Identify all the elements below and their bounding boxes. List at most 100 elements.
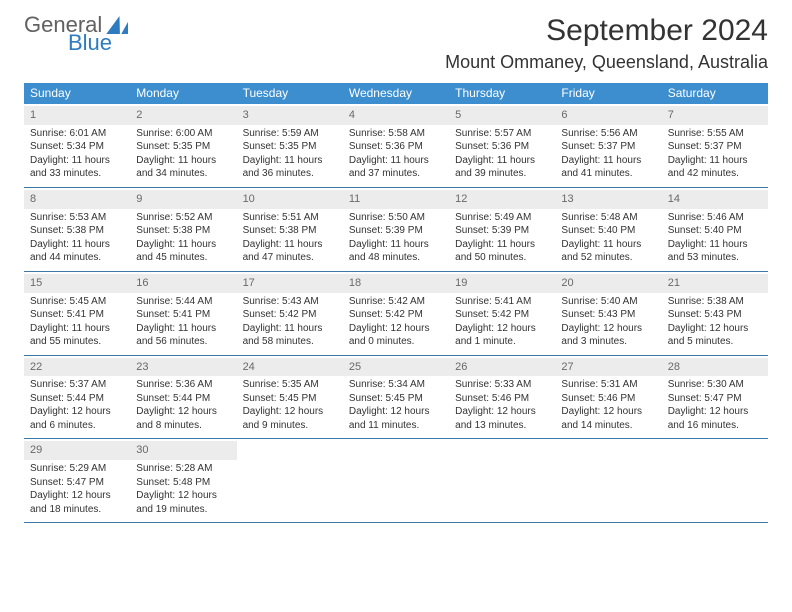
weekday-header: Wednesday [343, 83, 449, 104]
sunrise-text: Sunrise: 5:48 AM [561, 211, 655, 225]
sunset-text: Sunset: 5:37 PM [561, 140, 655, 154]
calendar-day-cell: 9Sunrise: 5:52 AMSunset: 5:38 PMDaylight… [130, 188, 236, 271]
weekday-header-row: Sunday Monday Tuesday Wednesday Thursday… [24, 83, 768, 104]
daylight-text: Daylight: 11 hours [243, 238, 337, 252]
daylight-text: and 8 minutes. [136, 419, 230, 433]
daylight-text: Daylight: 11 hours [30, 322, 124, 336]
daylight-text: and 56 minutes. [136, 335, 230, 349]
calendar-week: 8Sunrise: 5:53 AMSunset: 5:38 PMDaylight… [24, 188, 768, 272]
calendar-day-cell: 16Sunrise: 5:44 AMSunset: 5:41 PMDayligh… [130, 272, 236, 355]
daylight-text: Daylight: 11 hours [561, 154, 655, 168]
daylight-text: Daylight: 11 hours [136, 154, 230, 168]
day-number: 17 [237, 274, 343, 293]
sunset-text: Sunset: 5:44 PM [136, 392, 230, 406]
daylight-text: Daylight: 12 hours [561, 322, 655, 336]
calendar-day-cell: 13Sunrise: 5:48 AMSunset: 5:40 PMDayligh… [555, 188, 661, 271]
day-number: 9 [130, 190, 236, 209]
daylight-text: and 14 minutes. [561, 419, 655, 433]
calendar-week: 1Sunrise: 6:01 AMSunset: 5:34 PMDaylight… [24, 104, 768, 188]
daylight-text: and 52 minutes. [561, 251, 655, 265]
sunset-text: Sunset: 5:38 PM [30, 224, 124, 238]
day-number: 23 [130, 358, 236, 377]
calendar-week: 22Sunrise: 5:37 AM Sunset: 5:44 PM Dayligh… [24, 356, 768, 440]
daylight-text: and 53 minutes. [668, 251, 762, 265]
calendar-day-cell: 21Sunrise: 5:38 AMSunset: 5:43 PMDayligh… [662, 272, 768, 355]
daylight-text: and 6 minutes. [30, 419, 124, 433]
sunrise-text: Sunrise: 5:51 AM [243, 211, 337, 225]
day-number: 12 [449, 190, 555, 209]
sunrise-text: Sunrise: 5:59 AM [243, 127, 337, 141]
sunset-text: Sunset: 5:39 PM [455, 224, 549, 238]
sunrise-text: Sunrise: 5:41 AM [455, 295, 549, 309]
day-number: 22 [24, 358, 130, 377]
day-number: 20 [555, 274, 661, 293]
sunrise-text: Sunrise: 5:37 AM [30, 378, 124, 392]
sunset-text: Sunset: 5:38 PM [243, 224, 337, 238]
sunrise-text: Sunrise: 5:33 AM [455, 378, 549, 392]
sunset-text: Sunset: 5:48 PM [136, 476, 230, 490]
sunset-text: Sunset: 5:36 PM [455, 140, 549, 154]
calendar-day-cell: 14Sunrise: 5:46 AMSunset: 5:40 PMDayligh… [662, 188, 768, 271]
calendar-day-cell: 6Sunrise: 5:56 AMSunset: 5:37 PMDaylight… [555, 104, 661, 187]
daylight-text: Daylight: 12 hours [30, 405, 124, 419]
day-number: 25 [343, 358, 449, 377]
daylight-text: Daylight: 11 hours [349, 238, 443, 252]
calendar-day-cell: 29Sunrise: 5:29 AMSunset: 5:47 PMDayligh… [24, 439, 130, 522]
day-number: 16 [130, 274, 236, 293]
sunset-text: Sunset: 5:41 PM [136, 308, 230, 322]
sunrise-text: Sunrise: 5:40 AM [561, 295, 655, 309]
sunrise-text: Sunrise: 5:38 AM [668, 295, 762, 309]
day-number: 26 [449, 358, 555, 377]
day-number: 29 [24, 441, 130, 460]
calendar-day-cell: 23Sunrise: 5:36 AMSunset: 5:44 PMDayligh… [130, 356, 236, 439]
daylight-text: Daylight: 11 hours [455, 238, 549, 252]
sunset-text: Sunset: 5:35 PM [136, 140, 230, 154]
day-number: 11 [343, 190, 449, 209]
daylight-text: and 42 minutes. [668, 167, 762, 181]
daylight-text: Daylight: 11 hours [349, 154, 443, 168]
calendar-day-cell: 22Sunrise: 5:37 AMSunset: 5:44 PMDayligh… [24, 356, 130, 439]
sunrise-text: Sunrise: 5:28 AM [136, 462, 230, 476]
daylight-text: Daylight: 12 hours [243, 405, 337, 419]
day-number: 28 [662, 358, 768, 377]
page-title: September 2024 [445, 14, 768, 48]
daylight-text: and 5 minutes. [668, 335, 762, 349]
daylight-text: Daylight: 12 hours [668, 322, 762, 336]
daylight-text: and 47 minutes. [243, 251, 337, 265]
weekday-header: Sunday [24, 83, 130, 104]
calendar-day-cell: 12Sunrise: 5:49 AMSunset: 5:39 PMDayligh… [449, 188, 555, 271]
day-number: 18 [343, 274, 449, 293]
calendar-day-cell: 8Sunrise: 5:53 AMSunset: 5:38 PMDaylight… [24, 188, 130, 271]
sunset-text: Sunset: 5:36 PM [349, 140, 443, 154]
calendar-day-cell: 27Sunrise: 5:31 AMSunset: 5:46 PMDayligh… [555, 356, 661, 439]
calendar-day-cell: 24Sunrise: 5:35 AMSunset: 5:45 PMDayligh… [237, 356, 343, 439]
calendar-day-cell: 10Sunrise: 5:51 AMSunset: 5:38 PMDayligh… [237, 188, 343, 271]
daylight-text: Daylight: 11 hours [668, 238, 762, 252]
daylight-text: and 55 minutes. [30, 335, 124, 349]
daylight-text: Daylight: 11 hours [136, 238, 230, 252]
sail-icon [106, 16, 128, 34]
daylight-text: and 13 minutes. [455, 419, 549, 433]
sunset-text: Sunset: 5:46 PM [455, 392, 549, 406]
weekday-header: Friday [555, 83, 661, 104]
sunrise-text: Sunrise: 5:35 AM [243, 378, 337, 392]
sunrise-text: Sunrise: 5:42 AM [349, 295, 443, 309]
calendar-day-cell: 5Sunrise: 5:57 AMSunset: 5:36 PMDaylight… [449, 104, 555, 187]
sunset-text: Sunset: 5:45 PM [243, 392, 337, 406]
sunset-text: Sunset: 5:45 PM [349, 392, 443, 406]
sunrise-text: Sunrise: 5:30 AM [668, 378, 762, 392]
daylight-text: and 3 minutes. [561, 335, 655, 349]
sunset-text: Sunset: 5:43 PM [668, 308, 762, 322]
topbar: General Blue September 2024 Mount Ommane… [24, 14, 768, 73]
daylight-text: Daylight: 11 hours [243, 322, 337, 336]
calendar-day-cell: 19Sunrise: 5:41 AMSunset: 5:42 PMDayligh… [449, 272, 555, 355]
logo: General Blue [24, 14, 128, 54]
sunset-text: Sunset: 5:41 PM [30, 308, 124, 322]
daylight-text: and 19 minutes. [136, 503, 230, 517]
daylight-text: Daylight: 12 hours [30, 489, 124, 503]
sunrise-text: Sunrise: 5:58 AM [349, 127, 443, 141]
calendar-day-cell: 30Sunrise: 5:28 AMSunset: 5:48 PMDayligh… [130, 439, 236, 522]
sunset-text: Sunset: 5:39 PM [349, 224, 443, 238]
logo-word-blue: Blue [68, 32, 128, 54]
sunrise-text: Sunrise: 5:36 AM [136, 378, 230, 392]
